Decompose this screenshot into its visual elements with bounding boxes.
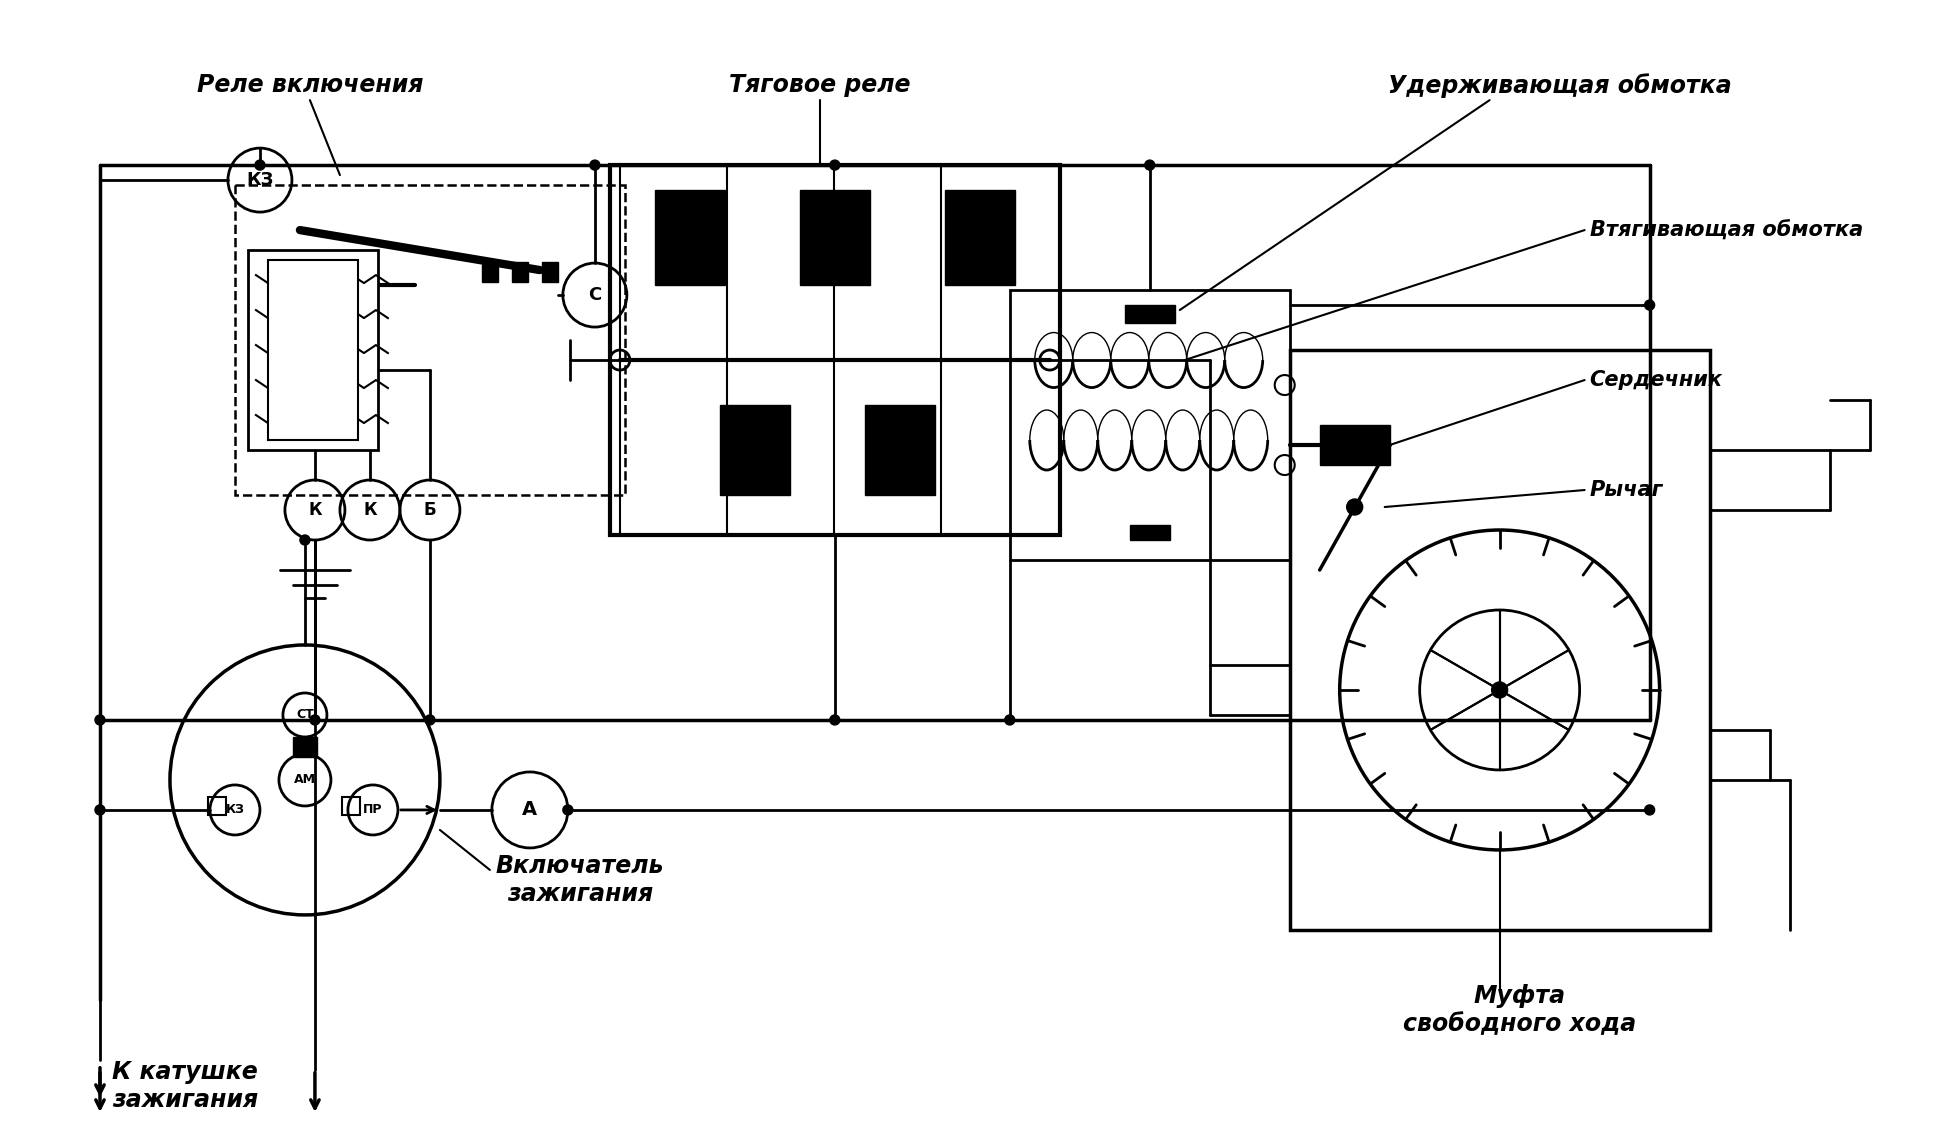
Bar <box>1010 290 1289 560</box>
Circle shape <box>829 160 839 170</box>
Text: Включатель
зажигания: Включатель зажигания <box>496 854 665 906</box>
Bar <box>483 262 498 282</box>
Circle shape <box>1145 160 1155 170</box>
Bar <box>1130 525 1171 540</box>
Text: КЗ: КЗ <box>225 804 244 816</box>
Circle shape <box>300 535 310 545</box>
Text: ПР: ПР <box>362 804 382 816</box>
Circle shape <box>1347 499 1362 515</box>
Circle shape <box>256 160 266 170</box>
Bar <box>512 262 527 282</box>
Bar <box>946 191 1016 285</box>
Text: К: К <box>308 501 322 519</box>
Text: Втягивающая обмотка: Втягивающая обмотка <box>1589 220 1862 240</box>
Bar <box>610 166 1060 535</box>
Text: Б: Б <box>424 501 436 519</box>
Bar <box>719 405 791 496</box>
Text: Муфта
свободного хода: Муфта свободного хода <box>1403 984 1636 1035</box>
Text: КЗ: КЗ <box>246 171 273 189</box>
Text: Удерживающая обмотка: Удерживающая обмотка <box>1388 73 1731 98</box>
Text: Сердечник: Сердечник <box>1589 370 1723 390</box>
Bar <box>864 405 934 496</box>
Bar <box>207 797 227 815</box>
Text: А: А <box>523 801 537 820</box>
Text: АМ: АМ <box>295 773 316 787</box>
Text: Рычаг: Рычаг <box>1589 480 1663 500</box>
Bar <box>1124 305 1174 323</box>
Bar <box>800 191 870 285</box>
Bar <box>293 737 318 758</box>
Text: СТ: СТ <box>297 709 314 721</box>
Bar <box>543 262 558 282</box>
Circle shape <box>424 714 434 725</box>
Text: Тяговое реле: Тяговое реле <box>729 73 911 98</box>
Text: С: С <box>589 286 601 304</box>
Text: К катушке
зажигания: К катушке зажигания <box>112 1060 258 1111</box>
Circle shape <box>589 160 601 170</box>
Circle shape <box>1004 714 1016 725</box>
Text: Реле включения: Реле включения <box>198 73 422 98</box>
Text: К: К <box>362 501 376 519</box>
Circle shape <box>1492 682 1508 697</box>
Bar <box>267 260 359 440</box>
Bar <box>1320 425 1390 465</box>
Bar <box>1289 350 1709 930</box>
Circle shape <box>1645 805 1655 815</box>
Circle shape <box>1645 301 1655 310</box>
Circle shape <box>829 714 839 725</box>
Circle shape <box>95 714 105 725</box>
Bar <box>248 251 378 450</box>
Circle shape <box>95 805 105 815</box>
Circle shape <box>310 714 320 725</box>
Bar <box>341 797 360 815</box>
Bar <box>234 185 624 496</box>
Circle shape <box>562 805 574 815</box>
Bar <box>655 191 725 285</box>
